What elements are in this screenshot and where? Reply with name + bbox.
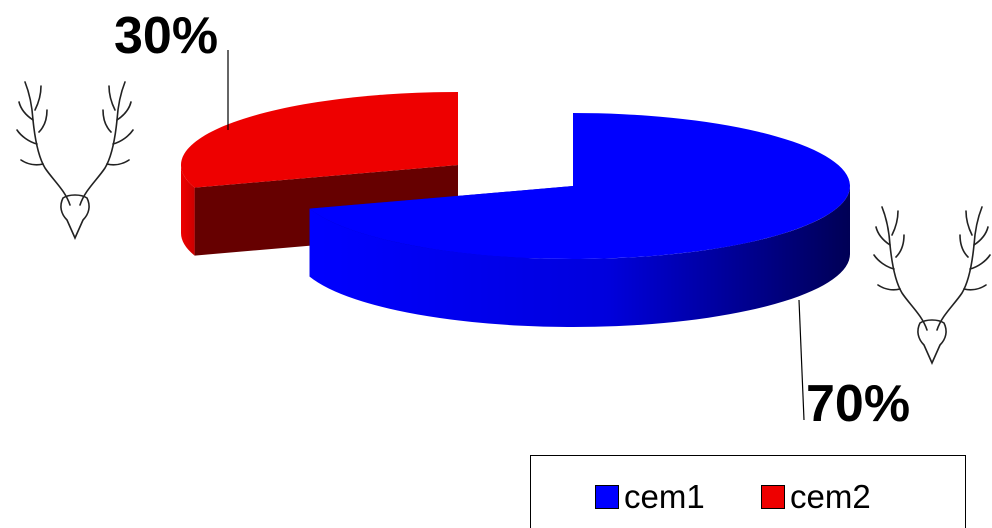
chart-legend: cem1 cem2 <box>530 455 966 528</box>
legend-label-cem2: cem2 <box>790 478 871 515</box>
legend-item-cem1: cem1 <box>595 478 705 516</box>
deer-antlers-icon <box>873 206 991 365</box>
legend-swatch-cem2 <box>761 485 785 509</box>
leader-line-70 <box>798 299 805 421</box>
data-label-cem1: 70% <box>806 375 911 433</box>
data-label-cem2: 30% <box>114 7 219 65</box>
legend-label-cem1: cem1 <box>624 478 705 515</box>
deer-antlers-icon <box>16 81 134 240</box>
legend-swatch-cem1 <box>595 485 619 509</box>
legend-item-cem2: cem2 <box>761 478 871 516</box>
pie-slice-cem1 <box>309 113 851 328</box>
